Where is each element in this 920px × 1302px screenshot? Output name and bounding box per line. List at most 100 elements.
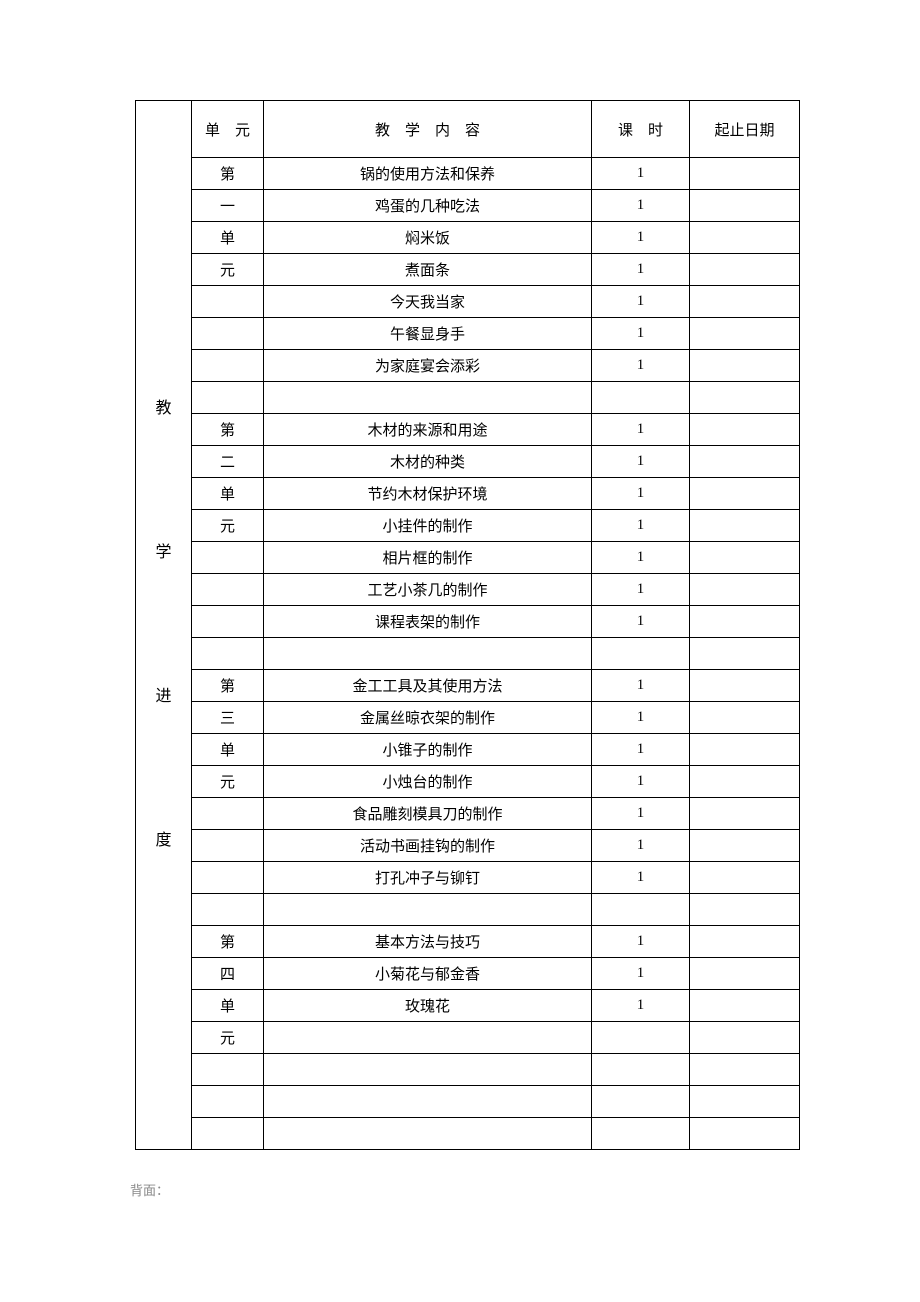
cell-hours: 1	[592, 542, 690, 574]
table-row: 为家庭宴会添彩1	[136, 350, 800, 382]
cell-content: 金属丝晾衣架的制作	[264, 702, 592, 734]
table-row: 课程表架的制作1	[136, 606, 800, 638]
cell-content: 小挂件的制作	[264, 510, 592, 542]
cell-date	[690, 478, 800, 510]
table-row: 元	[136, 1022, 800, 1054]
cell-unit: 单	[192, 222, 264, 254]
table-row: 第锅的使用方法和保养1	[136, 158, 800, 190]
cell-content: 小锥子的制作	[264, 734, 592, 766]
cell-date	[690, 542, 800, 574]
cell-content: 小菊花与郁金香	[264, 958, 592, 990]
cell-unit: 第	[192, 670, 264, 702]
cell-hours: 1	[592, 478, 690, 510]
cell-content: 煮面条	[264, 254, 592, 286]
cell-date	[690, 574, 800, 606]
table-row	[136, 1054, 800, 1086]
cell-hours: 1	[592, 734, 690, 766]
header-date: 起止日期	[690, 101, 800, 158]
table-header-row: 教学进度 单 元 教 学 内 容 课 时 起止日期	[136, 101, 800, 158]
table-row	[136, 382, 800, 414]
table-row: 元煮面条1	[136, 254, 800, 286]
table-row: 单焖米饭1	[136, 222, 800, 254]
cell-hours	[592, 1086, 690, 1118]
cell-content	[264, 1022, 592, 1054]
cell-content: 打孔冲子与铆钉	[264, 862, 592, 894]
cell-date	[690, 286, 800, 318]
cell-hours: 1	[592, 798, 690, 830]
cell-hours: 1	[592, 158, 690, 190]
cell-date	[690, 734, 800, 766]
cell-unit	[192, 542, 264, 574]
table-row: 第金工工具及其使用方法1	[136, 670, 800, 702]
cell-date	[690, 862, 800, 894]
cell-date	[690, 830, 800, 862]
table-row: 相片框的制作1	[136, 542, 800, 574]
cell-date	[690, 702, 800, 734]
table-row: 二木材的种类1	[136, 446, 800, 478]
cell-unit: 第	[192, 926, 264, 958]
cell-unit: 一	[192, 190, 264, 222]
side-heading-cell: 教学进度	[136, 101, 192, 1150]
cell-content: 课程表架的制作	[264, 606, 592, 638]
cell-hours: 1	[592, 766, 690, 798]
cell-date	[690, 254, 800, 286]
cell-content: 玫瑰花	[264, 990, 592, 1022]
cell-unit	[192, 382, 264, 414]
cell-unit	[192, 894, 264, 926]
cell-hours: 1	[592, 350, 690, 382]
cell-date	[690, 958, 800, 990]
cell-date	[690, 990, 800, 1022]
cell-unit	[192, 798, 264, 830]
cell-unit	[192, 318, 264, 350]
cell-date	[690, 638, 800, 670]
cell-unit	[192, 1118, 264, 1150]
table-row	[136, 638, 800, 670]
cell-content: 鸡蛋的几种吃法	[264, 190, 592, 222]
table-row: 单玫瑰花1	[136, 990, 800, 1022]
cell-hours: 1	[592, 190, 690, 222]
cell-date	[690, 606, 800, 638]
table-row	[136, 1086, 800, 1118]
cell-content	[264, 638, 592, 670]
table-row: 活动书画挂钩的制作1	[136, 830, 800, 862]
cell-content: 午餐显身手	[264, 318, 592, 350]
cell-unit	[192, 574, 264, 606]
cell-date	[690, 510, 800, 542]
cell-unit: 元	[192, 1022, 264, 1054]
table-row: 打孔冲子与铆钉1	[136, 862, 800, 894]
cell-hours: 1	[592, 702, 690, 734]
cell-date	[690, 222, 800, 254]
table-row: 三金属丝晾衣架的制作1	[136, 702, 800, 734]
cell-hours: 1	[592, 286, 690, 318]
cell-unit: 三	[192, 702, 264, 734]
cell-content	[264, 1054, 592, 1086]
cell-date	[690, 350, 800, 382]
cell-date	[690, 1022, 800, 1054]
cell-content: 基本方法与技巧	[264, 926, 592, 958]
cell-unit: 二	[192, 446, 264, 478]
cell-content: 小烛台的制作	[264, 766, 592, 798]
table-row: 第木材的来源和用途1	[136, 414, 800, 446]
cell-hours: 1	[592, 222, 690, 254]
cell-unit: 元	[192, 766, 264, 798]
table-row: 第基本方法与技巧1	[136, 926, 800, 958]
cell-hours: 1	[592, 958, 690, 990]
table-row: 单小锥子的制作1	[136, 734, 800, 766]
cell-unit	[192, 606, 264, 638]
table-row: 午餐显身手1	[136, 318, 800, 350]
table-row	[136, 894, 800, 926]
cell-date	[690, 382, 800, 414]
cell-content: 为家庭宴会添彩	[264, 350, 592, 382]
cell-hours	[592, 638, 690, 670]
cell-content: 活动书画挂钩的制作	[264, 830, 592, 862]
table-row	[136, 1118, 800, 1150]
header-unit: 单 元	[192, 101, 264, 158]
cell-unit	[192, 1054, 264, 1086]
cell-hours: 1	[592, 862, 690, 894]
cell-hours	[592, 382, 690, 414]
cell-date	[690, 1054, 800, 1086]
cell-content: 节约木材保护环境	[264, 478, 592, 510]
cell-unit	[192, 350, 264, 382]
cell-hours: 1	[592, 830, 690, 862]
cell-hours: 1	[592, 574, 690, 606]
